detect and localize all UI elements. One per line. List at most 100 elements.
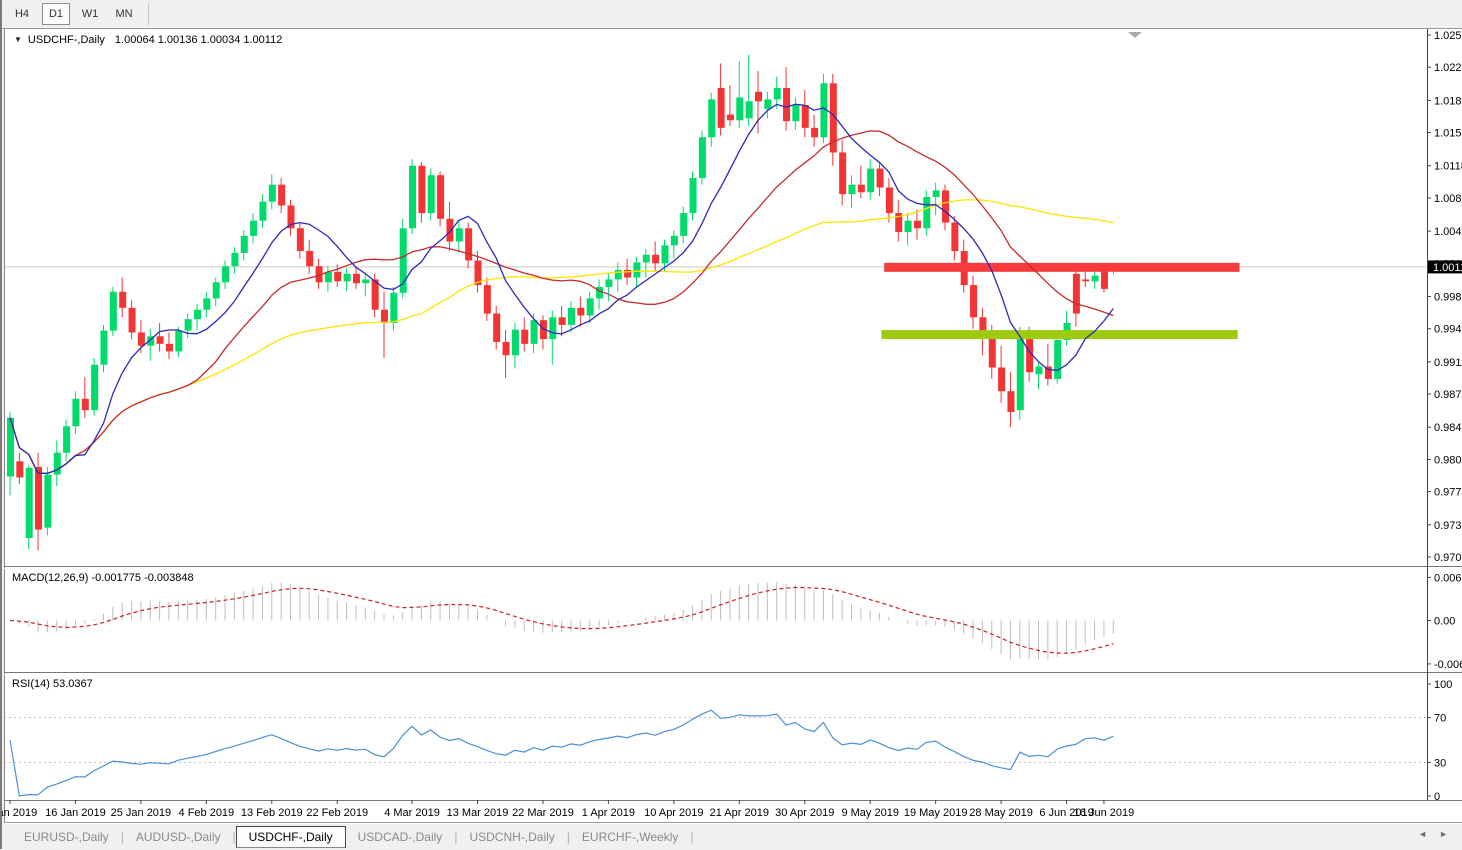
- resistance-band[interactable]: [884, 262, 1240, 272]
- chart-title: ▼ USDCHF-,Daily 1.00064 1.00136 1.00034 1.…: [14, 34, 282, 46]
- candle-bull: [689, 178, 697, 214]
- candle-bull: [7, 417, 14, 477]
- tab-usdchf-daily[interactable]: USDCHF-,Daily: [235, 826, 346, 848]
- date-axis-label: 28 May 2019: [969, 807, 1033, 819]
- candle-bull: [511, 329, 519, 356]
- candle-bear: [315, 266, 323, 283]
- candle-bear: [998, 367, 1006, 392]
- toolbar-divider: [148, 3, 149, 25]
- rsi-indicator-label: RSI(14) 53.0367: [12, 678, 93, 690]
- candle-bull: [698, 137, 706, 179]
- date-axis-label: 1 Apr 2019: [582, 807, 635, 819]
- support-band[interactable]: [881, 330, 1238, 340]
- chart-dropdown-icon[interactable]: ▼: [14, 35, 22, 44]
- tab-separator: |: [120, 830, 124, 844]
- candle-bear: [474, 260, 482, 286]
- candle-bear: [352, 273, 360, 284]
- price-axis-label: 1.00490: [1434, 226, 1462, 238]
- candle-bear: [539, 320, 547, 340]
- candle-bull: [1054, 340, 1062, 379]
- candle-bear: [334, 271, 342, 282]
- price-axis-label: 1.01870: [1434, 95, 1462, 107]
- candle-bull: [923, 197, 931, 229]
- candle-bear: [876, 168, 884, 188]
- scroll-end-marker-icon[interactable]: [1128, 32, 1142, 38]
- candle-bull: [904, 220, 912, 233]
- candle-bull: [932, 190, 940, 197]
- candle-bull: [100, 330, 108, 365]
- tab-audusd-daily[interactable]: AUDUSD-,Daily: [135, 830, 221, 844]
- price-axis-label: 0.97740: [1434, 487, 1462, 499]
- candle-bull: [44, 474, 52, 528]
- price-axis-label: 0.97050: [1434, 552, 1462, 564]
- macd-indicator-label: MACD(12,26,9) -0.001775 -0.003848: [12, 572, 194, 584]
- candle-bull: [568, 307, 575, 325]
- price-axis-label: 0.97390: [1434, 520, 1462, 532]
- tab-eurusd-daily[interactable]: EURUSD-,Daily: [24, 830, 109, 844]
- candle-bear: [437, 175, 445, 219]
- candle-bear: [119, 291, 127, 308]
- candle-bear: [502, 341, 510, 356]
- candle-bear: [137, 332, 145, 346]
- candle-bull: [773, 88, 781, 100]
- candle-bear: [801, 105, 809, 128]
- candle-bull: [175, 330, 183, 352]
- main-chart-pane[interactable]: [4, 29, 1427, 566]
- timeframe-d1-button[interactable]: D1: [42, 3, 70, 25]
- candle-bull: [1035, 366, 1043, 375]
- candle-bull: [642, 254, 650, 263]
- candle-bull: [194, 309, 201, 320]
- candle-bear: [717, 88, 725, 128]
- ma-slow-line: [9, 199, 1114, 475]
- rsi-axis-label: 0: [1434, 791, 1440, 803]
- candle-bear: [165, 343, 173, 352]
- tab-eurchf-weekly[interactable]: EURCHF-,Weekly: [581, 830, 679, 844]
- candle-bull: [1016, 334, 1024, 411]
- candle-bear: [1072, 273, 1080, 314]
- candle-bear: [829, 83, 837, 153]
- tab-separator: |: [690, 830, 694, 844]
- ma-mid-line: [9, 130, 1114, 475]
- candle-bull: [745, 101, 753, 119]
- rsi-line: [9, 709, 1114, 797]
- chart-tabbar: EURUSD-,Daily | AUDUSD-,Daily | USDCHF-,…: [2, 823, 1462, 850]
- candle-bear: [371, 279, 379, 310]
- candle-bull: [867, 168, 875, 193]
- candle-bull: [605, 279, 613, 287]
- price-axis-label: 1.01180: [1434, 161, 1462, 173]
- timeframe-h4-button[interactable]: H4: [14, 8, 30, 20]
- candle-bull: [530, 320, 538, 344]
- timeframe-mn-button[interactable]: MN: [115, 8, 133, 20]
- candle-bear: [156, 336, 164, 344]
- chart-symbol-period: USDCHF-,Daily: [27, 34, 105, 46]
- date-axis-label: 9 May 2019: [841, 807, 898, 819]
- macd-pane[interactable]: [4, 569, 1427, 672]
- timeframe-w1-button[interactable]: W1: [81, 8, 99, 20]
- candle-bull: [549, 317, 557, 340]
- candle-bull: [708, 99, 716, 138]
- candle-bull: [736, 97, 744, 121]
- ma-fast-line: [9, 103, 1114, 475]
- date-axis-label: 7 Jan 2019: [2, 807, 37, 819]
- candle-bear: [895, 213, 903, 233]
- candle-bear: [783, 88, 791, 122]
- tab-usdcnh-daily[interactable]: USDCNH-,Daily: [469, 830, 555, 844]
- macd-axis-label: -0.006098: [1434, 659, 1462, 671]
- candle-bull: [203, 298, 211, 310]
- candle-bull: [184, 319, 192, 331]
- current-price-tag: [1428, 260, 1462, 274]
- candle-bear: [1007, 391, 1015, 413]
- candle-bull: [427, 175, 435, 214]
- candle-bear: [951, 222, 959, 251]
- candle-bear: [418, 165, 426, 214]
- candle-bull: [764, 99, 772, 109]
- tab-scroll-left-icon[interactable]: ◄: [1418, 829, 1428, 839]
- tab-scroll-right-icon[interactable]: ►: [1439, 829, 1448, 839]
- candle-bear: [278, 184, 286, 206]
- rsi-pane[interactable]: [4, 675, 1427, 800]
- tab-usdcad-daily[interactable]: USDCAD-,Daily: [357, 830, 443, 844]
- candle-bear: [558, 317, 566, 325]
- candle-bull: [91, 364, 99, 411]
- date-axis-label: 16 Jan 2019: [45, 807, 106, 819]
